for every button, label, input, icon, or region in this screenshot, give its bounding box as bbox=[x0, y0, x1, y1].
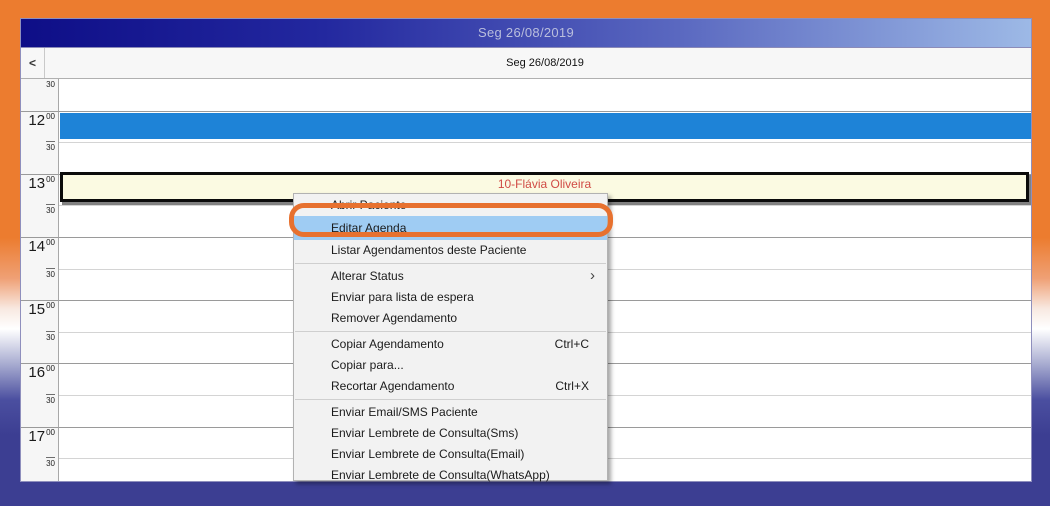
time-label: 30 bbox=[46, 141, 55, 153]
day-header-row: < Seg 26/08/2019 bbox=[21, 48, 1031, 79]
calendar-slot[interactable] bbox=[59, 142, 1031, 174]
time-row-1200: 1200 bbox=[21, 110, 1031, 143]
time-gutter-cell: 1700 bbox=[21, 426, 59, 459]
menu-item-lembrete-email[interactable]: Enviar Lembrete de Consulta(Email) bbox=[331, 447, 525, 461]
menu-item-listar-agendamentos[interactable]: Listar Agendamentos deste Paciente bbox=[331, 243, 527, 257]
time-label: 30 bbox=[46, 457, 55, 469]
appointment-block-1200[interactable] bbox=[60, 113, 1031, 139]
time-label: 1400 bbox=[28, 237, 55, 255]
menu-item-enviar-lista-espera[interactable]: Enviar para lista de espera bbox=[331, 290, 474, 304]
submenu-chevron-icon: › bbox=[590, 267, 595, 284]
time-gutter-cell: 1200 bbox=[21, 110, 59, 143]
day-column-header: Seg 26/08/2019 bbox=[506, 57, 584, 69]
time-gutter-cell: 30 bbox=[21, 457, 59, 481]
time-label: 30 bbox=[46, 204, 55, 216]
time-label: 30 bbox=[46, 267, 55, 279]
time-label: 1600 bbox=[28, 364, 55, 382]
time-gutter-cell: 30 bbox=[21, 267, 59, 301]
time-label: 1700 bbox=[28, 427, 55, 445]
time-gutter-cell: 30 bbox=[21, 204, 59, 237]
time-gutter-cell: 30 bbox=[21, 141, 59, 174]
menu-item-copiar-agendamento[interactable]: Copiar Agendamento Ctrl+C bbox=[294, 334, 607, 355]
menu-item-alterar-status[interactable]: Alterar Status › bbox=[331, 267, 595, 284]
menu-item-remover-agendamento[interactable]: Remover Agendamento bbox=[331, 311, 458, 325]
calendar-slot[interactable] bbox=[59, 110, 1031, 143]
chevron-left-icon: < bbox=[28, 56, 36, 70]
patient-appointment-label: 10-Flávia Oliveira bbox=[497, 177, 592, 191]
menu-item-abrir-paciente[interactable]: Abrir Paciente bbox=[331, 198, 407, 212]
menu-item-lembrete-sms[interactable]: Enviar Lembrete de Consulta(Sms) bbox=[331, 426, 519, 440]
time-label: 30 bbox=[46, 393, 55, 405]
menu-item-recortar-agendamento[interactable]: Recortar Agendamento Ctrl+X bbox=[294, 376, 607, 397]
menu-separator bbox=[295, 399, 606, 400]
calendar-slot[interactable] bbox=[59, 79, 1031, 111]
menu-separator bbox=[295, 263, 606, 264]
time-label: 1300 bbox=[28, 174, 55, 192]
menu-item-copiar-para[interactable]: Copiar para... bbox=[331, 358, 404, 372]
time-label: 30 bbox=[46, 330, 55, 342]
time-label: 1500 bbox=[28, 301, 55, 319]
shortcut-label: Ctrl+X bbox=[555, 379, 589, 393]
time-gutter-cell: 30 bbox=[21, 330, 59, 364]
time-label: 1200 bbox=[28, 111, 55, 129]
time-gutter-cell: 30 bbox=[21, 393, 59, 427]
menu-item-editar-agenda[interactable]: Editar Agenda bbox=[294, 216, 607, 240]
time-row-1130: 30 bbox=[21, 79, 1031, 111]
time-gutter-cell: 30 bbox=[21, 79, 59, 111]
menu-separator bbox=[295, 331, 606, 332]
time-gutter-cell: 1300 bbox=[21, 173, 59, 206]
time-row-1230: 30 bbox=[21, 141, 1031, 174]
window-titlebar: Seg 26/08/2019 bbox=[21, 19, 1031, 48]
titlebar-date-text: Seg 26/08/2019 bbox=[477, 25, 574, 40]
shortcut-label: Ctrl+C bbox=[554, 337, 589, 351]
context-menu: Abrir Paciente Editar Agenda Listar Agen… bbox=[293, 193, 608, 482]
menu-item-lembrete-whatsapp[interactable]: Enviar Lembrete de Consulta(WhatsApp) bbox=[331, 468, 550, 482]
time-gutter-cell: 1400 bbox=[21, 236, 59, 269]
menu-item-enviar-email-sms[interactable]: Enviar Email/SMS Paciente bbox=[331, 405, 478, 419]
time-label: 30 bbox=[46, 80, 55, 89]
time-gutter-cell: 1600 bbox=[21, 363, 59, 395]
prev-day-button[interactable]: < bbox=[21, 48, 45, 78]
time-gutter-cell: 1500 bbox=[21, 300, 59, 332]
